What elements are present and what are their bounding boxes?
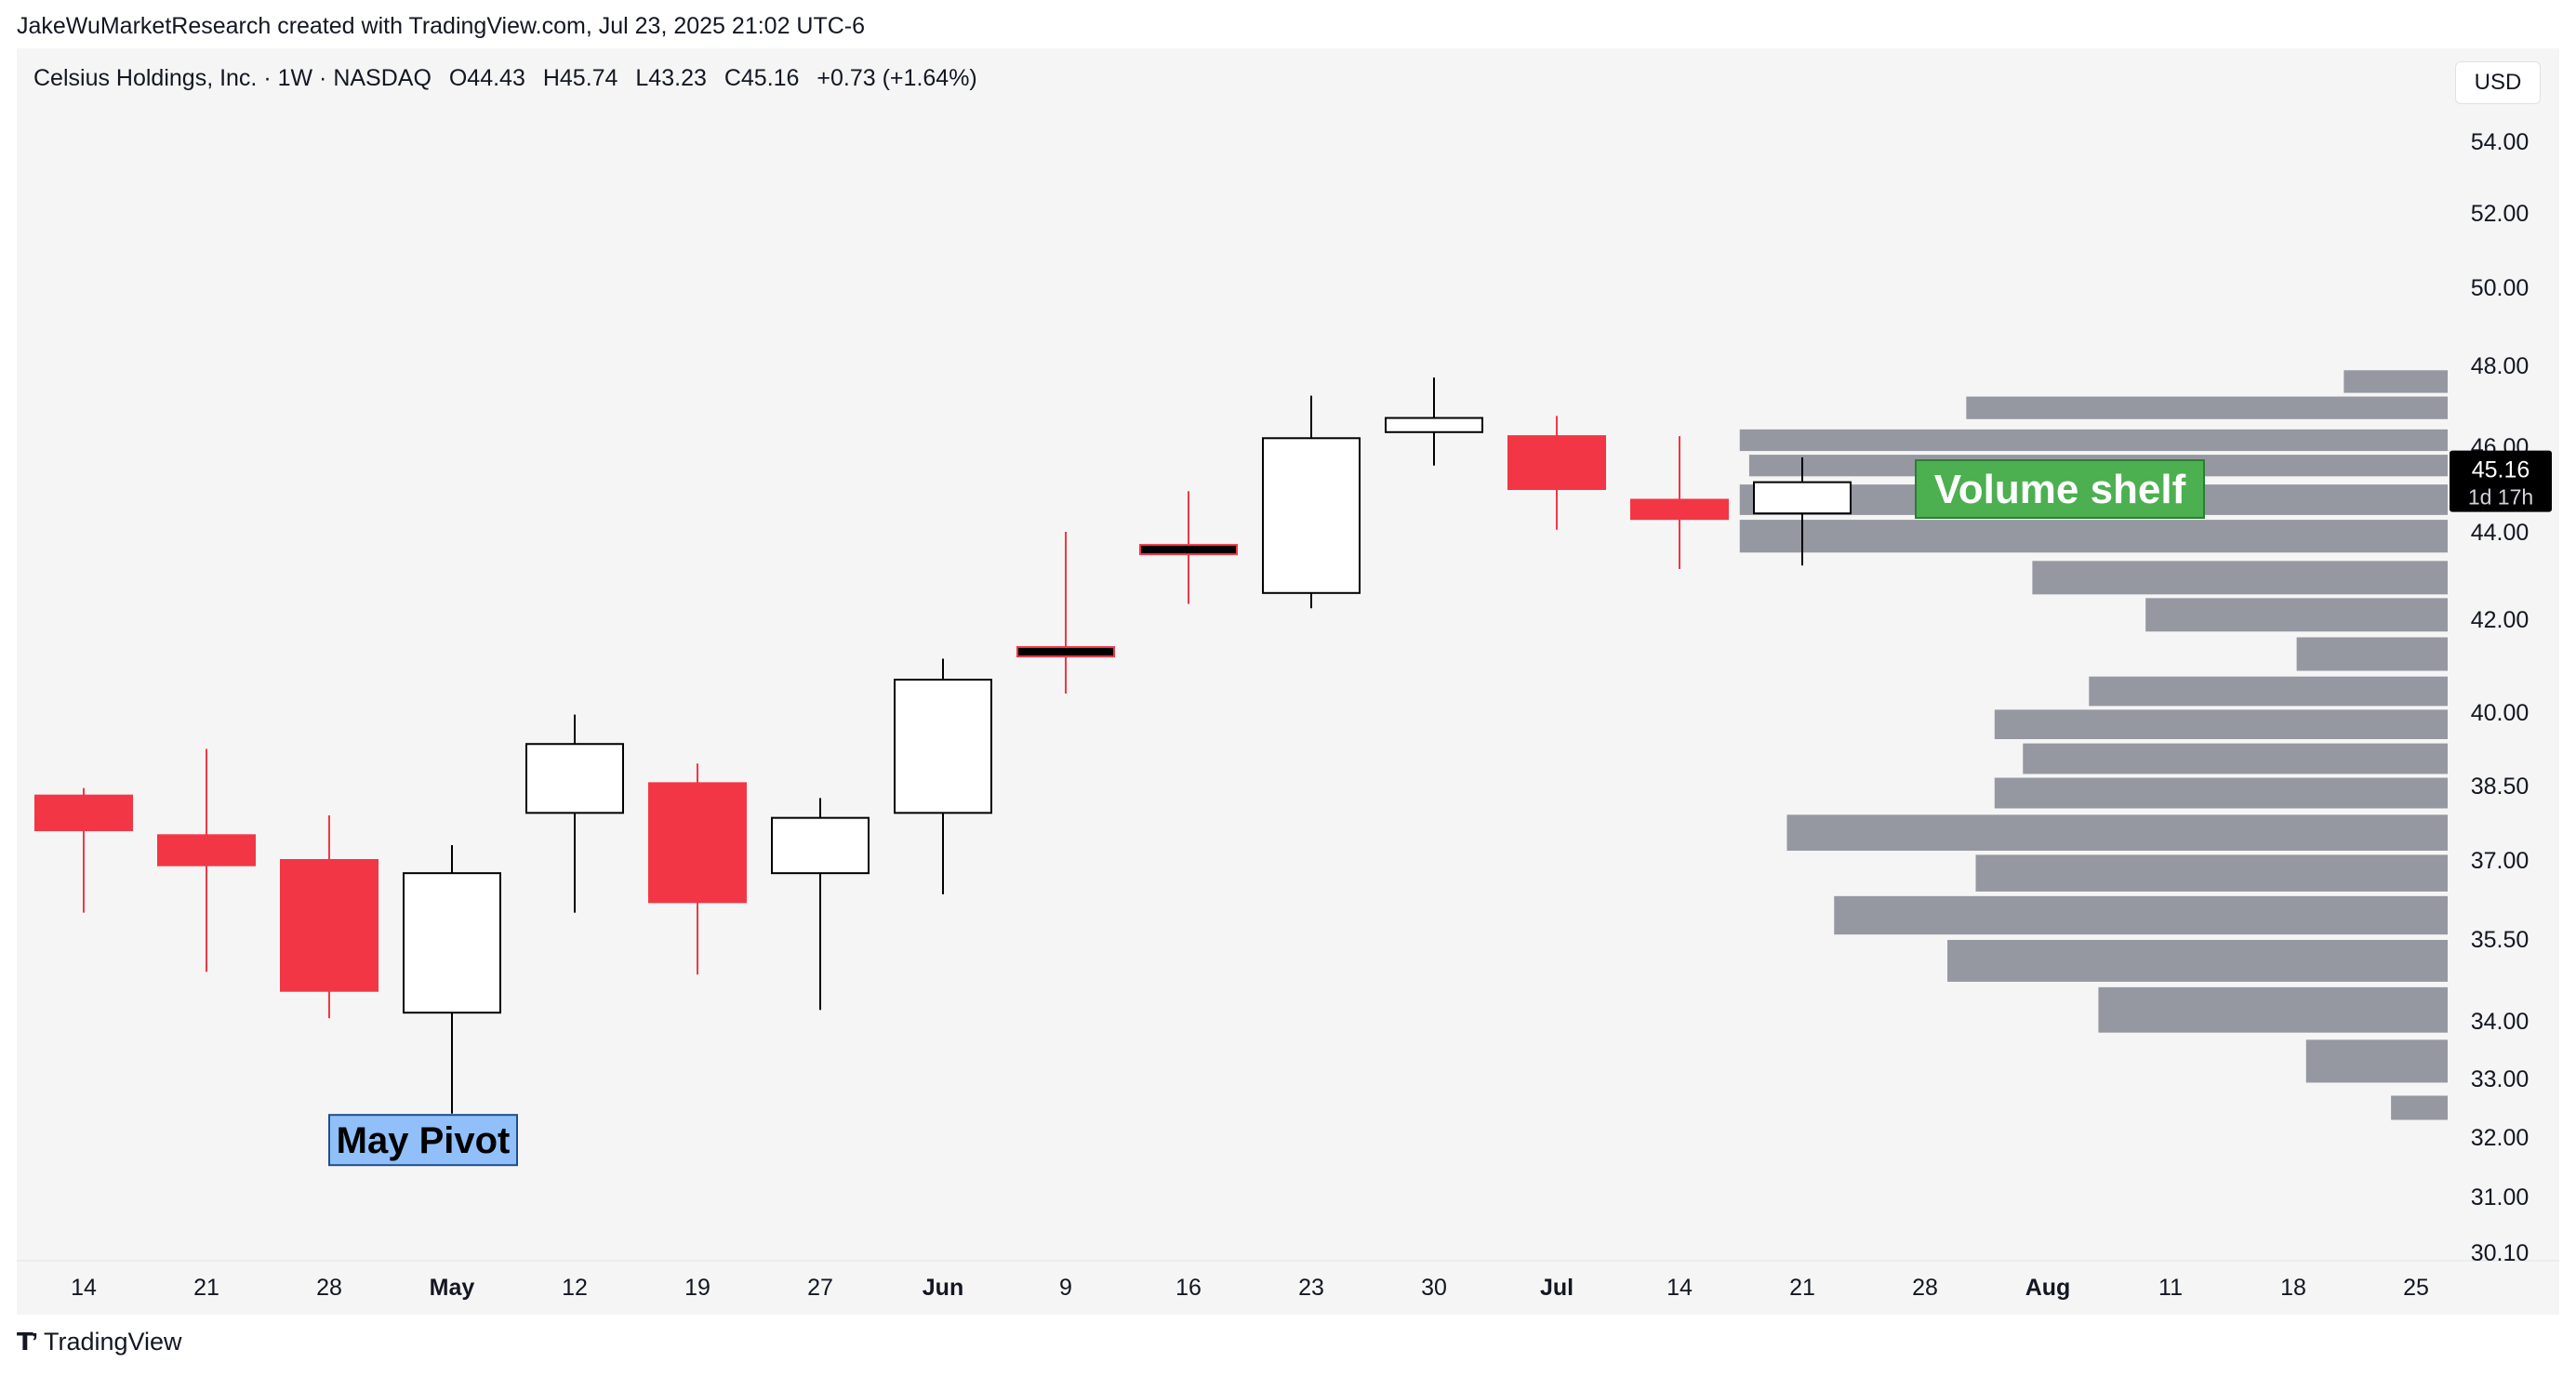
candle-body xyxy=(525,743,624,814)
currency-button[interactable]: USD xyxy=(2455,61,2541,104)
candle-body xyxy=(1262,437,1361,594)
volume-profile-bar xyxy=(2089,676,2448,707)
legend-close: C45.16 xyxy=(724,65,800,91)
legend-change: +0.73 (+1.64%) xyxy=(817,65,977,91)
candle-body xyxy=(1016,646,1115,657)
x-tick-label: 11 xyxy=(2158,1275,2183,1301)
volume-profile-bar xyxy=(2305,1039,2448,1083)
bar-countdown: 1d 17h xyxy=(2468,485,2533,509)
x-tick-label: 16 xyxy=(1175,1275,1202,1301)
volume-profile-bar xyxy=(1834,895,2448,935)
volume-profile-bar xyxy=(1994,709,2448,739)
candle-body xyxy=(1507,435,1606,490)
footer-brand: TradingView xyxy=(43,1328,182,1356)
candle-body xyxy=(1630,498,1729,521)
x-tick-label: 28 xyxy=(1912,1275,1938,1301)
axes: 54.0052.0050.0048.0046.0044.0042.0040.00… xyxy=(17,129,2559,1301)
y-tick-label: 52.00 xyxy=(2471,201,2530,227)
x-tick-label: May xyxy=(430,1275,475,1301)
y-tick-label: 33.00 xyxy=(2471,1066,2530,1092)
x-tick-label: Jun xyxy=(923,1275,963,1301)
x-tick-label: 28 xyxy=(316,1275,342,1301)
candle-body xyxy=(157,834,256,867)
legend-high: H45.74 xyxy=(542,65,618,91)
candles xyxy=(34,377,1852,1114)
tradingview-logo-icon: 𝗧’ xyxy=(17,1328,38,1356)
candle-body xyxy=(894,679,992,814)
y-tick-label: 31.00 xyxy=(2471,1184,2530,1211)
x-tick-label: Aug xyxy=(2025,1275,2071,1301)
candle-body xyxy=(403,872,501,1014)
volume-profile-bar xyxy=(1966,396,2448,419)
x-tick-label: 30 xyxy=(1421,1275,1447,1301)
volume-profile xyxy=(1739,370,2448,1120)
y-tick-label: 40.00 xyxy=(2471,700,2530,726)
volume-profile-bar xyxy=(1786,814,2448,851)
volume-profile-bar xyxy=(2145,598,2448,632)
volume-profile-bar xyxy=(2344,370,2448,393)
candle-body xyxy=(1385,417,1483,433)
y-tick-label: 37.00 xyxy=(2471,848,2530,874)
candle-body xyxy=(771,816,870,875)
x-tick-label: 23 xyxy=(1298,1275,1324,1301)
legend-low: L43.23 xyxy=(635,65,707,91)
attribution-text: JakeWuMarketResearch created with Tradin… xyxy=(17,13,866,39)
candle-body xyxy=(648,782,747,904)
candle-body xyxy=(280,859,378,992)
x-tick-label: 14 xyxy=(1666,1275,1693,1301)
volume-profile-bar xyxy=(2023,743,2448,774)
candle-body xyxy=(1139,544,1238,556)
volume-profile-bar xyxy=(1947,939,2448,982)
x-tick-label: 9 xyxy=(1059,1275,1072,1301)
y-tick-label: 30.10 xyxy=(2471,1240,2530,1266)
volume-profile-bar xyxy=(1994,777,2448,809)
price-chart[interactable]: Volume shelf May Pivot 54.00 52.00 50.00 48.… xyxy=(0,0,2576,1315)
x-tick-label: 27 xyxy=(807,1275,833,1301)
annotation-label-box xyxy=(1915,459,2205,519)
y-tick-label: 48.00 xyxy=(2471,353,2530,379)
y-tick-label: 54.00 xyxy=(2471,129,2530,155)
legend-open: O44.43 xyxy=(448,65,525,91)
legend-symbol: Celsius Holdings, Inc. · 1W · NASDAQ xyxy=(33,65,432,91)
footer: 𝗧’ TradingView xyxy=(17,1328,182,1356)
x-tick-label: 21 xyxy=(1789,1275,1815,1301)
annotation-label-text: May Pivot xyxy=(337,1120,511,1161)
x-tick-label: 21 xyxy=(193,1275,219,1301)
x-tick-label: 25 xyxy=(2403,1275,2429,1301)
annotations: Volume shelf May Pivot xyxy=(328,459,2205,1167)
y-tick-label: 50.00 xyxy=(2471,275,2530,301)
volume-profile-bar xyxy=(1739,429,2448,452)
volume-profile-bar xyxy=(1739,520,2448,553)
y-tick-label: 32.00 xyxy=(2471,1125,2530,1151)
x-tick-label: 18 xyxy=(2280,1275,2306,1301)
volume-profile-bar xyxy=(2296,637,2448,671)
y-tick-label: 38.50 xyxy=(2471,774,2530,800)
y-tick-label: 35.50 xyxy=(2471,927,2530,953)
x-tick-label: 19 xyxy=(684,1275,710,1301)
x-tick-label: 12 xyxy=(562,1275,588,1301)
volume-profile-bar xyxy=(1975,854,2448,892)
volume-profile-bar xyxy=(2098,986,2448,1033)
annotation-label-box xyxy=(328,1114,518,1167)
candle-body xyxy=(1753,481,1852,515)
last-price-badge xyxy=(2450,450,2552,512)
candle-body xyxy=(34,794,133,832)
y-tick-label: 44.00 xyxy=(2471,520,2530,546)
x-tick-label: Jul xyxy=(1540,1275,1573,1301)
last-price-value: 45.16 xyxy=(2472,457,2530,483)
x-tick-label: 14 xyxy=(71,1275,97,1301)
y-tick-label: 42.00 xyxy=(2471,607,2530,633)
symbol-legend: Celsius Holdings, Inc. · 1W · NASDAQ O44… xyxy=(33,65,989,92)
annotation-label-text: Volume shelf xyxy=(1934,467,2186,512)
volume-profile-bar xyxy=(2391,1095,2448,1120)
volume-profile-bar xyxy=(2032,561,2448,595)
y-tick-label: 34.00 xyxy=(2471,1009,2530,1035)
